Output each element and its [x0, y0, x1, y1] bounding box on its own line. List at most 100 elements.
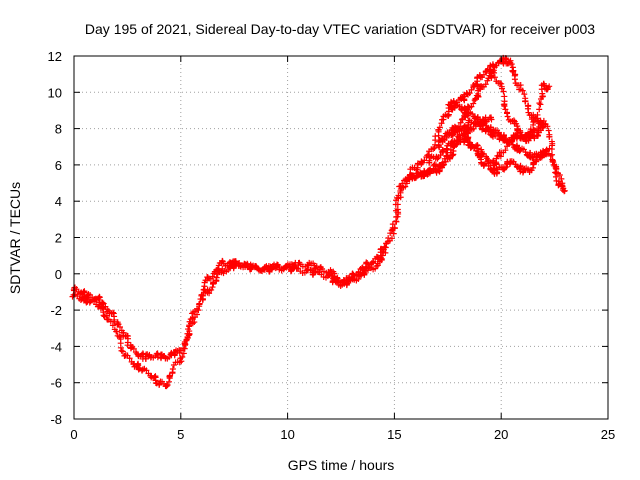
data-point [117, 323, 124, 330]
data-point [196, 300, 203, 307]
data-point [185, 326, 192, 333]
data-point [181, 339, 188, 346]
chart-title: Day 195 of 2021, Sidereal Day-to-day VTE… [85, 21, 595, 37]
data-point [394, 201, 401, 208]
data-point [508, 61, 515, 68]
data-point [378, 245, 385, 252]
data-point [470, 100, 477, 107]
data-point [496, 80, 503, 87]
y-tick-label: 2 [55, 231, 62, 246]
data-point [165, 378, 172, 385]
data-point [439, 116, 446, 123]
data-point [113, 328, 120, 335]
x-axis-title: GPS time / hours [288, 457, 395, 473]
data-point [500, 88, 507, 95]
y-tick-label: -8 [50, 412, 62, 427]
y-axis-title: SDTVAR / TECUs [7, 182, 23, 294]
data-point [504, 113, 511, 120]
grid [74, 56, 608, 419]
y-tick-label: 8 [55, 122, 62, 137]
data-point [179, 353, 186, 360]
data-point [501, 103, 508, 110]
data-point [507, 159, 514, 166]
data-point [536, 106, 543, 113]
data-point [389, 221, 396, 228]
data-point [505, 138, 512, 145]
data-point [382, 244, 389, 251]
data-point [394, 206, 401, 213]
data-point [431, 144, 438, 151]
data-point [466, 90, 473, 97]
data-point [542, 121, 549, 128]
y-tick-label: 0 [55, 267, 62, 282]
data-point [379, 252, 386, 259]
data-point [491, 74, 498, 81]
y-tick-label: -2 [50, 303, 62, 318]
data-point [545, 127, 552, 134]
data-point [191, 319, 198, 326]
data-point [402, 183, 409, 190]
data-point [430, 145, 437, 152]
data-point [359, 264, 366, 271]
data-point [209, 281, 216, 288]
data-point [109, 322, 116, 329]
data-point [461, 122, 468, 129]
data-point [482, 81, 489, 88]
data-point [504, 143, 511, 150]
data-point [143, 367, 150, 374]
data-point [547, 152, 554, 159]
data-point [556, 172, 563, 179]
data-point [521, 91, 528, 98]
data-point [517, 129, 524, 136]
data-point [426, 157, 433, 164]
data-point [532, 115, 539, 122]
data-point [414, 160, 421, 167]
y-tick-label: 10 [48, 85, 62, 100]
data-point [381, 243, 388, 250]
data-point [502, 147, 509, 154]
data-point [117, 344, 124, 351]
data-point [526, 132, 533, 139]
data-point [440, 148, 447, 155]
data-point [100, 300, 107, 307]
data-point [107, 318, 114, 325]
data-point [442, 158, 449, 165]
x-tick-label: 10 [280, 427, 294, 442]
data-point [457, 119, 464, 126]
data-point [439, 159, 446, 166]
data-point [421, 157, 428, 164]
data-point [180, 350, 187, 357]
data-point [164, 382, 171, 389]
x-tick-label: 15 [387, 427, 401, 442]
data-points [69, 54, 568, 390]
data-point [393, 218, 400, 225]
data-point [391, 224, 398, 231]
data-point [559, 183, 566, 190]
axis-ticks: 0 5 10 15 20 25 -8 -6 -4 -2 0 2 4 6 8 10 12 [48, 49, 616, 442]
data-point [511, 76, 518, 83]
data-point [534, 111, 541, 118]
data-point [213, 274, 220, 281]
data-point [374, 262, 381, 269]
data-point [530, 118, 537, 125]
data-point [437, 152, 444, 159]
data-point [493, 155, 500, 162]
data-point [436, 124, 443, 131]
data-point [468, 103, 475, 110]
data-point [451, 100, 458, 107]
data-point [544, 86, 551, 93]
data-point [543, 148, 550, 155]
data-point [313, 263, 320, 270]
data-point [441, 133, 448, 140]
data-point [388, 235, 395, 242]
data-point [427, 166, 434, 173]
data-point [491, 69, 498, 76]
data-point [96, 302, 103, 309]
data-point [537, 101, 544, 108]
data-point [471, 144, 478, 151]
data-point [458, 127, 465, 134]
y-tick-label: 12 [48, 49, 62, 64]
data-point [130, 345, 137, 352]
data-point [536, 100, 543, 107]
data-series [441, 125, 553, 177]
